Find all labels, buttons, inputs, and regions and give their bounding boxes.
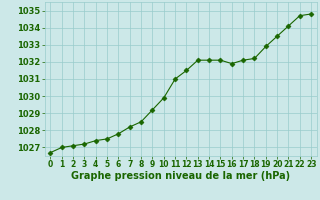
X-axis label: Graphe pression niveau de la mer (hPa): Graphe pression niveau de la mer (hPa) xyxy=(71,171,290,181)
